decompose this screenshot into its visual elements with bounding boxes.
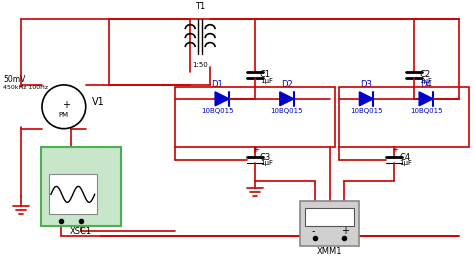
Text: PM: PM xyxy=(59,112,69,118)
Bar xyxy=(41,147,120,226)
Text: +: + xyxy=(62,100,70,110)
Text: +: + xyxy=(253,147,259,153)
Text: C1: C1 xyxy=(260,70,271,80)
Bar xyxy=(339,87,469,147)
Text: D2: D2 xyxy=(281,80,292,89)
Text: -: - xyxy=(311,226,315,236)
Text: 450kHz 100Hz: 450kHz 100Hz xyxy=(3,85,48,90)
Polygon shape xyxy=(419,92,433,106)
Text: 1:50: 1:50 xyxy=(192,62,208,68)
Bar xyxy=(175,87,335,147)
Text: D4: D4 xyxy=(420,80,432,89)
Text: D3: D3 xyxy=(360,80,372,89)
Polygon shape xyxy=(215,92,229,106)
Text: 10BQ015: 10BQ015 xyxy=(201,108,233,114)
Text: C2: C2 xyxy=(419,70,430,80)
Text: 50mV: 50mV xyxy=(3,75,26,84)
Text: C4: C4 xyxy=(399,152,410,161)
Text: 1µF: 1µF xyxy=(260,78,273,84)
Text: C3: C3 xyxy=(260,152,271,161)
Text: XMM1: XMM1 xyxy=(317,247,342,256)
Text: +: + xyxy=(341,226,349,236)
Text: V1: V1 xyxy=(91,97,104,107)
Text: 10BQ015: 10BQ015 xyxy=(410,108,442,114)
Bar xyxy=(305,208,355,226)
Bar xyxy=(300,201,359,246)
Polygon shape xyxy=(359,92,374,106)
Bar xyxy=(49,174,97,214)
Text: 10BQ015: 10BQ015 xyxy=(350,108,383,114)
Text: XSC1: XSC1 xyxy=(70,227,92,236)
Text: 1µF: 1µF xyxy=(399,160,412,167)
Text: 1µF: 1µF xyxy=(419,78,432,84)
Text: +: + xyxy=(392,147,398,153)
Text: T1: T1 xyxy=(195,2,205,11)
Text: 10BQ015: 10BQ015 xyxy=(271,108,303,114)
Polygon shape xyxy=(280,92,294,106)
Circle shape xyxy=(42,85,86,129)
Text: 1µF: 1µF xyxy=(260,160,273,167)
Text: D1: D1 xyxy=(211,80,223,89)
